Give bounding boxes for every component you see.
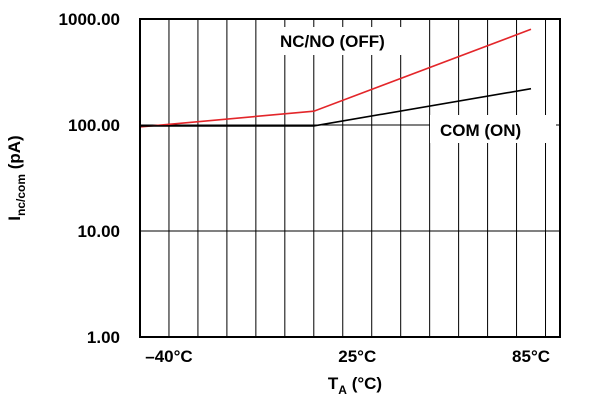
- plot-frame: [139, 18, 561, 338]
- y-tick-label: 1000.00: [59, 10, 120, 29]
- y-tick-labels: 1.00 10.00 100.00 1000.00: [59, 10, 120, 347]
- x-tick-label: –40°C: [145, 347, 192, 366]
- plot-background: [140, 19, 560, 337]
- y-tick-label: 100.00: [68, 116, 120, 135]
- series-line-nc-no-off: [139, 28, 532, 128]
- series-lines: [139, 28, 532, 128]
- y-axis-title: Inc/com (pA): [5, 135, 28, 220]
- x-axis-title-subscript: A: [338, 383, 347, 397]
- series-line-com-on: [140, 87, 532, 127]
- y-tick-label: 10.00: [77, 222, 120, 241]
- label-background-nc-no: [268, 27, 426, 55]
- x-axis-title-unit: (°C): [347, 374, 382, 393]
- y-axis-title-subscript: nc/com: [14, 174, 28, 216]
- series-label-com: COM (ON): [440, 121, 521, 140]
- y-axis-title-main: I: [5, 216, 24, 221]
- x-axis-title: TA (°C): [328, 374, 382, 397]
- y-axis-title-unit: (pA): [5, 135, 24, 174]
- x-axis-title-main: T: [328, 374, 339, 393]
- label-background-com: [430, 115, 556, 143]
- y-tick-label: 1.00: [87, 328, 120, 347]
- x-tick-labels: –40°C 25°C 85°C: [145, 347, 550, 366]
- x-tick-label: 85°C: [512, 347, 550, 366]
- x-tick-label: 25°C: [338, 347, 376, 366]
- series-label-nc-no: NC/NO (OFF): [280, 32, 385, 51]
